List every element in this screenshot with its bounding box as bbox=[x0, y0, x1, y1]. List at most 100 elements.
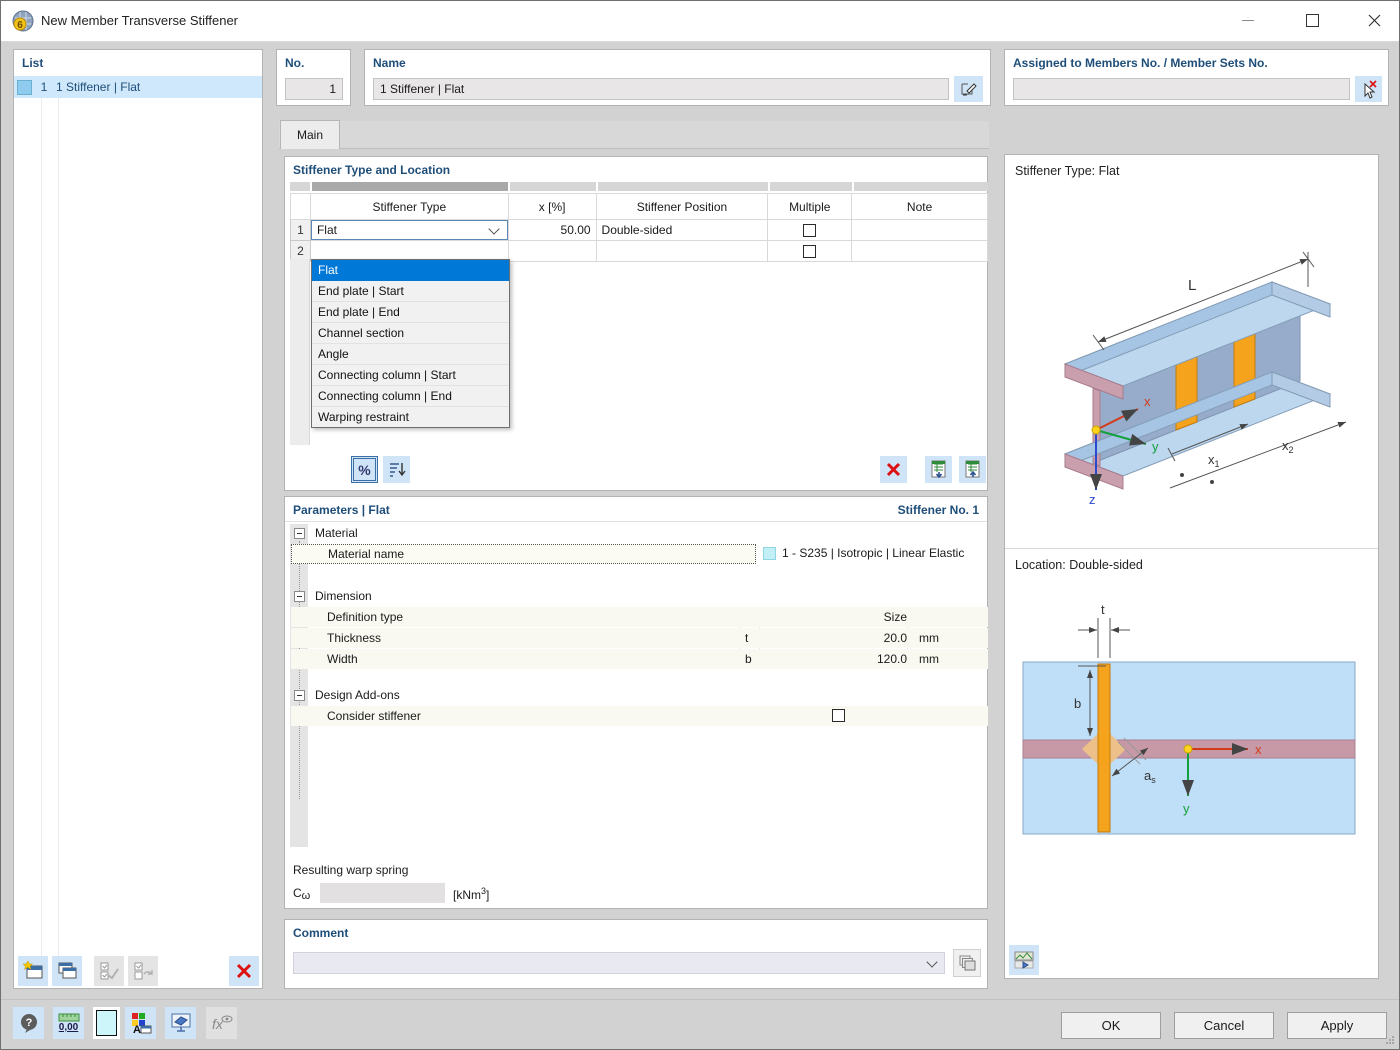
group-label: Design Add-ons bbox=[315, 688, 400, 702]
group-design-addons: Design Add-ons bbox=[294, 686, 400, 704]
list-title: List bbox=[22, 56, 44, 70]
name-field[interactable]: 1 Stiffener | Flat bbox=[373, 78, 949, 100]
multiple-checkbox[interactable] bbox=[803, 244, 817, 258]
tab-main[interactable]: Main bbox=[280, 120, 340, 149]
percent-toggle-button[interactable]: % bbox=[351, 456, 378, 483]
dropdown-option[interactable]: Warping restraint bbox=[312, 407, 509, 427]
list-panel: List 1 1 Stiffener | Flat bbox=[13, 49, 263, 989]
units-settings-button[interactable]: 0,00 bbox=[53, 1007, 84, 1039]
param-row[interactable]: Thickness t 20.0 mm bbox=[291, 628, 988, 648]
stacked-comments-icon bbox=[959, 955, 976, 971]
invert-selection-button[interactable] bbox=[128, 956, 158, 986]
svg-text:6: 6 bbox=[17, 20, 23, 31]
cancel-button[interactable]: Cancel bbox=[1174, 1012, 1274, 1039]
apply-button[interactable]: Apply bbox=[1287, 1012, 1387, 1039]
title-bar: 6 New Member Transverse Stiffener bbox=[1, 1, 1399, 42]
rename-button[interactable] bbox=[954, 76, 983, 102]
import-excel-button[interactable] bbox=[959, 456, 986, 483]
delete-rows-button[interactable] bbox=[880, 456, 907, 483]
export-excel-button[interactable] bbox=[925, 456, 952, 483]
collapse-icon[interactable] bbox=[294, 689, 305, 701]
axis-z-label: z bbox=[1089, 492, 1096, 507]
warp-spring-input[interactable] bbox=[320, 883, 445, 903]
dropdown-option[interactable]: Flat bbox=[312, 260, 509, 281]
help-button[interactable]: ? bbox=[13, 1007, 44, 1039]
copy-stiffener-button[interactable] bbox=[52, 956, 82, 986]
preview-graphic-button[interactable] bbox=[1009, 945, 1039, 975]
group-header-cell bbox=[854, 182, 988, 191]
note-cell[interactable] bbox=[852, 241, 988, 262]
assigned-field[interactable] bbox=[1013, 78, 1350, 100]
resize-grip[interactable] bbox=[1385, 1035, 1395, 1045]
color-swatch-button[interactable] bbox=[93, 1007, 120, 1039]
maximize-button[interactable] bbox=[1289, 1, 1335, 40]
warp-symbol-sub: ω bbox=[301, 890, 311, 902]
material-value: 1 - S235 | Isotropic | Linear Elastic bbox=[782, 546, 965, 560]
list-column-line bbox=[41, 76, 42, 971]
position-cell[interactable]: Double-sided bbox=[596, 220, 769, 241]
comment-templates-button[interactable] bbox=[953, 949, 981, 977]
image-export-icon bbox=[1014, 951, 1034, 969]
close-button[interactable] bbox=[1351, 1, 1397, 40]
formula-button[interactable]: fx bbox=[206, 1007, 237, 1039]
no-field[interactable]: 1 bbox=[285, 78, 343, 100]
x-percent-cell[interactable] bbox=[508, 241, 597, 262]
ok-button[interactable]: OK bbox=[1061, 1012, 1161, 1039]
param-row[interactable]: Width b 120.0 mm bbox=[291, 649, 988, 669]
fx-eye-icon: fx bbox=[212, 1015, 232, 1032]
sort-button[interactable] bbox=[383, 456, 410, 483]
group-material: Material bbox=[294, 524, 358, 542]
dim-t-label: t bbox=[1101, 602, 1105, 617]
type-location-section: Stiffener Type and Location Stiffener Ty… bbox=[284, 156, 988, 491]
multiple-checkbox[interactable] bbox=[803, 223, 817, 237]
dropdown-option[interactable]: Angle bbox=[312, 344, 509, 365]
dim-b-label: b bbox=[1074, 696, 1081, 711]
dim-L-label: L bbox=[1188, 277, 1196, 294]
dropdown-option[interactable]: Connecting column | End bbox=[312, 386, 509, 407]
rendering-button[interactable] bbox=[165, 1007, 196, 1039]
consider-stiffener-row[interactable]: Consider stiffener bbox=[291, 706, 988, 726]
display-colors-button[interactable]: A bbox=[125, 1007, 156, 1039]
column-header: Note bbox=[852, 194, 988, 220]
edit-pencil-icon bbox=[961, 83, 977, 96]
preview-panel: Stiffener Type: Flat bbox=[1004, 154, 1379, 979]
dim-x1-label: x1 bbox=[1208, 452, 1220, 469]
row-header-strip bbox=[290, 259, 310, 445]
note-cell[interactable] bbox=[852, 220, 988, 241]
param-row[interactable]: Definition type Size bbox=[291, 607, 988, 627]
warp-symbol: Cω bbox=[293, 886, 310, 902]
parameters-title: Parameters | Flat bbox=[293, 503, 390, 517]
column-header: Stiffener Type bbox=[310, 194, 509, 220]
select-members-button[interactable] bbox=[1355, 76, 1382, 102]
column-header: Multiple bbox=[768, 194, 853, 220]
position-cell[interactable] bbox=[596, 241, 769, 262]
dropdown-option[interactable]: Channel section bbox=[312, 323, 509, 344]
new-stiffener-button[interactable] bbox=[18, 956, 48, 986]
axis-x-label: x bbox=[1144, 394, 1151, 409]
collapse-icon[interactable] bbox=[294, 527, 305, 539]
dropdown-option[interactable]: Connecting column | Start bbox=[312, 365, 509, 386]
stiffener-type-combo[interactable]: Flat bbox=[310, 220, 509, 241]
comment-combo[interactable] bbox=[293, 952, 945, 974]
chevron-down-icon bbox=[926, 955, 938, 968]
param-value: Size bbox=[883, 610, 907, 624]
collapse-icon[interactable] bbox=[294, 590, 305, 602]
delete-all-button[interactable] bbox=[229, 956, 259, 986]
svg-text:fx: fx bbox=[212, 1016, 224, 1032]
minimize-button[interactable] bbox=[1225, 1, 1271, 40]
param-label: Material name bbox=[328, 547, 405, 561]
material-name-row[interactable]: Material name bbox=[291, 544, 756, 564]
preview-top-label: Stiffener Type: Flat bbox=[1015, 164, 1120, 178]
dropdown-option[interactable]: End plate | End bbox=[312, 302, 509, 323]
list-item-swatch bbox=[17, 79, 32, 95]
list-item[interactable]: 1 1 Stiffener | Flat bbox=[14, 76, 262, 98]
cyan-swatch bbox=[96, 1010, 117, 1036]
consider-stiffener-checkbox[interactable] bbox=[832, 709, 845, 722]
column-header: x [%] bbox=[508, 194, 597, 220]
no-title: No. bbox=[285, 56, 305, 70]
dropdown-option[interactable]: End plate | Start bbox=[312, 281, 509, 302]
material-value-cell[interactable]: 1 - S235 | Isotropic | Linear Elastic bbox=[763, 546, 964, 560]
x-percent-cell[interactable]: 50.00 bbox=[508, 220, 597, 241]
warp-unit-post: ] bbox=[486, 888, 490, 902]
select-all-button[interactable] bbox=[94, 956, 124, 986]
